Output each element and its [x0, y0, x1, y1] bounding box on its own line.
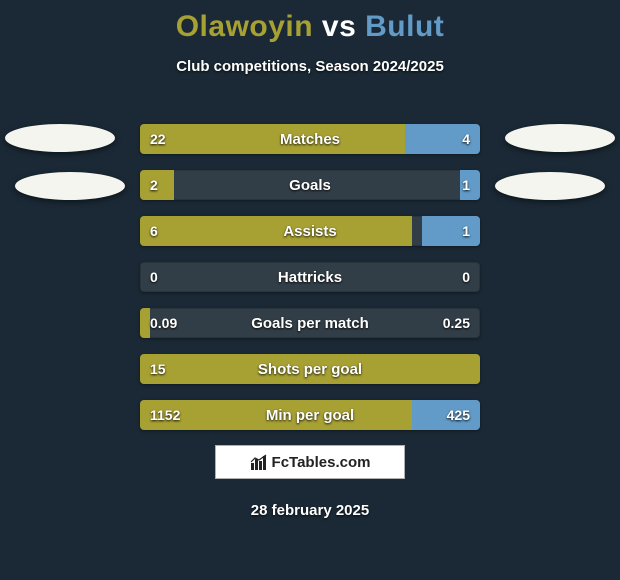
stat-bar-left [140, 354, 480, 384]
stat-value-left: 6 [140, 216, 168, 246]
stat-row: 1152425Min per goal [140, 400, 480, 430]
stat-value-right: 0 [452, 262, 480, 292]
player2-name: Bulut [365, 10, 444, 43]
stat-value-right: 0.25 [433, 308, 480, 338]
stat-label: Hattricks [140, 262, 480, 292]
stat-row: 0 0Hattricks [140, 262, 480, 292]
stat-value-left: 0 [140, 262, 168, 292]
stat-value-right: 1 [452, 170, 480, 200]
stat-row: 0.09 0.25Goals per match [140, 308, 480, 338]
logo-text: FcTables.com [272, 454, 371, 471]
stat-value-left: 1152 [140, 400, 190, 430]
bar-chart-icon [250, 453, 268, 471]
snapshot-date: 28 february 2025 [0, 502, 620, 519]
stat-value-right: 425 [437, 400, 480, 430]
stat-value-right: 1 [452, 216, 480, 246]
stat-row: 61Assists [140, 216, 480, 246]
player1-marker-bottom [15, 172, 125, 200]
stat-label: Goals [140, 170, 480, 200]
fctables-logo: FcTables.com [215, 445, 405, 479]
stat-value-left: 2 [140, 170, 168, 200]
comparison-title: Olawoyin vs Bulut [0, 0, 620, 44]
stat-value-left: 15 [140, 354, 176, 384]
stat-value-left: 0.09 [140, 308, 187, 338]
player2-marker-top [505, 124, 615, 152]
stat-bar-left [140, 216, 412, 246]
stat-value-right: 4 [452, 124, 480, 154]
player1-name: Olawoyin [176, 10, 313, 43]
stat-label: Goals per match [140, 308, 480, 338]
stat-row: 224Matches [140, 124, 480, 154]
comparison-bars: 224Matches21Goals61Assists00Hattricks0.0… [140, 124, 480, 446]
subtitle: Club competitions, Season 2024/2025 [0, 58, 620, 75]
stat-value-left: 22 [140, 124, 176, 154]
player1-marker-top [5, 124, 115, 152]
stat-row: 2 1Goals [140, 170, 480, 200]
stat-row: 15Shots per goal [140, 354, 480, 384]
stat-bar-left [140, 124, 405, 154]
vs-text: vs [322, 10, 356, 43]
player2-marker-bottom [495, 172, 605, 200]
